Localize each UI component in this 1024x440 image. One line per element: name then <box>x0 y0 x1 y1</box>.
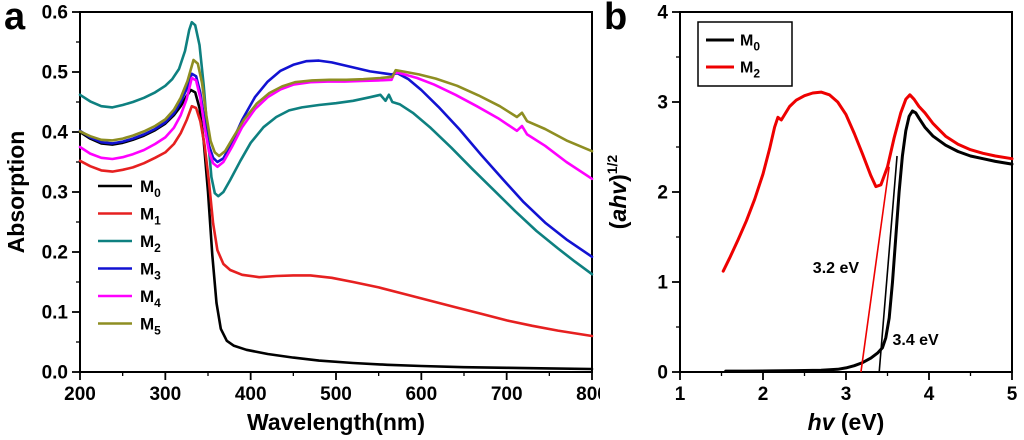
y-tick-label: 2 <box>657 183 668 204</box>
x-axis-title: Wavelength(nm) <box>247 409 425 435</box>
panel-a-label: a <box>4 0 26 38</box>
series-M5-line <box>78 58 594 158</box>
panel-b: b 1 2 3 4 5 0 1 2 3 4 3.2 eV 3.4 eV hv (eV) (ahv)1/2 M… <box>600 0 1024 440</box>
y-axis-title: (ahv)1/2 <box>604 155 631 230</box>
x-tick-label: 300 <box>149 384 181 405</box>
x-tick-label: 5 <box>1007 384 1018 405</box>
tangent-line <box>860 166 890 373</box>
series-M0-line <box>724 109 1014 373</box>
y-tick-label: 0.5 <box>42 63 69 84</box>
panel-a: a 200 300 400 500 600 700 800 0.0 0.1 0.2 0.3 0.4 0.… <box>3 0 600 435</box>
series-M3-line <box>78 59 594 259</box>
y-tick-label: 0.4 <box>42 123 69 144</box>
plot-frame <box>79 11 593 373</box>
y-tick-label: 0.0 <box>42 363 68 384</box>
legend-label-M0: M0 <box>140 177 161 200</box>
panel-b-label: b <box>604 0 628 38</box>
y-tick-label: 0.3 <box>42 183 68 204</box>
x-tick-label: 700 <box>491 384 523 405</box>
y-tick-label: 0.1 <box>42 303 69 324</box>
legend-label-M3: M3 <box>140 260 161 283</box>
y-tick-label: 0.6 <box>42 3 68 24</box>
x-tick-label: 500 <box>320 384 352 405</box>
absorption-spectra-chart: 200 300 400 500 600 700 800 0.0 0.1 0.2 0.3 0.4 0.5 0… <box>3 2 600 435</box>
y-tick-label: 3 <box>657 93 668 114</box>
x-tick-label: 2 <box>758 384 769 405</box>
legend-label-M1: M1 <box>140 205 161 228</box>
x-tick-label: 4 <box>924 384 935 405</box>
series-M2-line <box>721 90 1014 273</box>
legend-box <box>697 21 793 87</box>
x-tick-label: 200 <box>64 384 96 405</box>
legend-label-M5: M5 <box>140 315 161 338</box>
legend-label-M4: M4 <box>140 287 161 310</box>
y-axis-title: Absorption <box>3 131 29 254</box>
y-tick-label: 0.2 <box>42 243 68 264</box>
annotation: 3.2 eV <box>813 260 860 277</box>
x-tick-label: 1 <box>675 384 686 405</box>
y-tick-label: 1 <box>657 273 668 294</box>
series-M1-line <box>78 104 594 338</box>
y-tick-label: 4 <box>657 3 668 24</box>
series-M2-line <box>78 20 594 276</box>
tangent-line <box>878 155 898 373</box>
y-tick-label: 0 <box>657 363 668 384</box>
series-M4-line <box>78 70 594 181</box>
x-axis-title: hv (eV) <box>808 409 885 435</box>
x-tick-label: 400 <box>235 384 267 405</box>
annotation: 3.4 eV <box>892 332 939 349</box>
legend-label-M2: M2 <box>140 232 161 255</box>
plot-frame <box>679 11 1013 373</box>
x-tick-label: 600 <box>405 384 437 405</box>
x-tick-label: 800 <box>576 384 600 405</box>
x-tick-label: 3 <box>841 384 852 405</box>
